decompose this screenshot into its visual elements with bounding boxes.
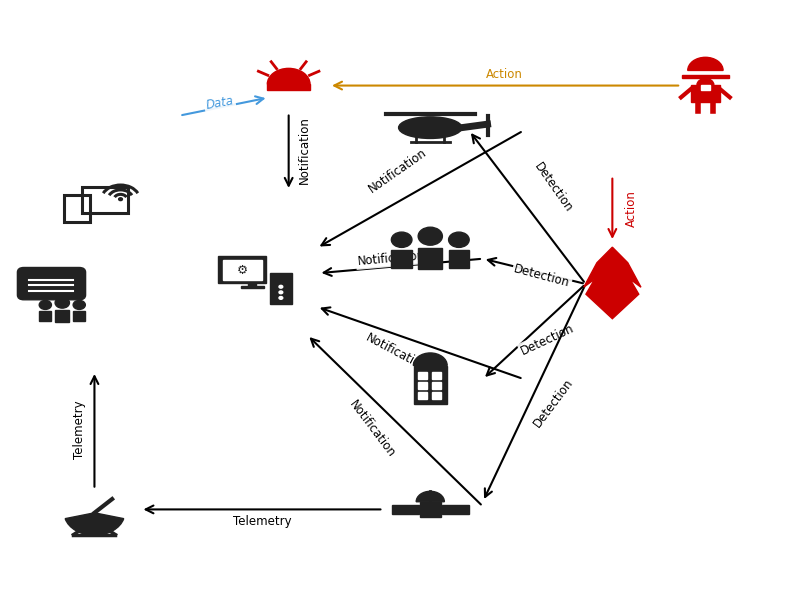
FancyBboxPatch shape bbox=[17, 268, 85, 300]
Circle shape bbox=[448, 232, 469, 248]
Wedge shape bbox=[416, 491, 444, 502]
Text: Notification: Notification bbox=[363, 332, 429, 374]
Bar bbox=[690, 85, 719, 101]
Ellipse shape bbox=[398, 117, 461, 138]
Polygon shape bbox=[73, 311, 85, 321]
Wedge shape bbox=[267, 68, 310, 84]
Wedge shape bbox=[687, 57, 722, 71]
Circle shape bbox=[279, 297, 282, 300]
Polygon shape bbox=[391, 250, 411, 268]
Circle shape bbox=[391, 232, 411, 248]
Bar bbox=[392, 504, 418, 514]
Text: Telemetry: Telemetry bbox=[72, 400, 85, 459]
Text: Telemetry: Telemetry bbox=[233, 515, 291, 528]
Circle shape bbox=[418, 227, 442, 245]
Bar bbox=[419, 502, 440, 517]
Polygon shape bbox=[39, 311, 51, 321]
Circle shape bbox=[118, 198, 122, 201]
Bar bbox=[223, 260, 261, 280]
Wedge shape bbox=[413, 353, 447, 365]
Bar bbox=[248, 283, 255, 288]
Bar bbox=[418, 392, 426, 399]
Bar bbox=[701, 85, 709, 89]
Text: Detection: Detection bbox=[531, 161, 574, 215]
Bar bbox=[431, 373, 440, 379]
Bar bbox=[441, 504, 468, 514]
Text: Notification: Notification bbox=[346, 399, 397, 460]
Text: Detection: Detection bbox=[518, 321, 576, 358]
Bar bbox=[82, 187, 128, 213]
Bar bbox=[64, 194, 90, 222]
Text: Data: Data bbox=[204, 95, 234, 112]
Bar bbox=[270, 273, 291, 304]
Bar bbox=[418, 382, 426, 389]
Polygon shape bbox=[55, 310, 70, 322]
Text: Detection: Detection bbox=[530, 376, 575, 430]
Polygon shape bbox=[583, 247, 640, 319]
Bar bbox=[267, 84, 310, 90]
Circle shape bbox=[279, 285, 282, 288]
Text: Detection: Detection bbox=[512, 262, 571, 290]
Circle shape bbox=[55, 297, 70, 308]
Bar bbox=[431, 392, 440, 399]
Bar bbox=[218, 255, 266, 283]
Circle shape bbox=[73, 300, 85, 309]
Circle shape bbox=[696, 79, 713, 91]
Bar bbox=[418, 373, 426, 379]
Text: Notification: Notification bbox=[298, 117, 311, 184]
Bar bbox=[414, 365, 446, 404]
Text: Notification: Notification bbox=[357, 249, 425, 268]
Text: Notification: Notification bbox=[366, 146, 429, 196]
Polygon shape bbox=[448, 250, 469, 268]
Text: Action: Action bbox=[486, 68, 522, 81]
Text: ⚙: ⚙ bbox=[237, 263, 247, 277]
Circle shape bbox=[39, 300, 51, 309]
Bar bbox=[681, 75, 727, 79]
Bar bbox=[431, 382, 440, 389]
Wedge shape bbox=[65, 513, 123, 535]
Circle shape bbox=[279, 291, 282, 294]
Polygon shape bbox=[418, 248, 442, 269]
Text: Action: Action bbox=[624, 190, 637, 227]
Bar bbox=[240, 286, 264, 288]
